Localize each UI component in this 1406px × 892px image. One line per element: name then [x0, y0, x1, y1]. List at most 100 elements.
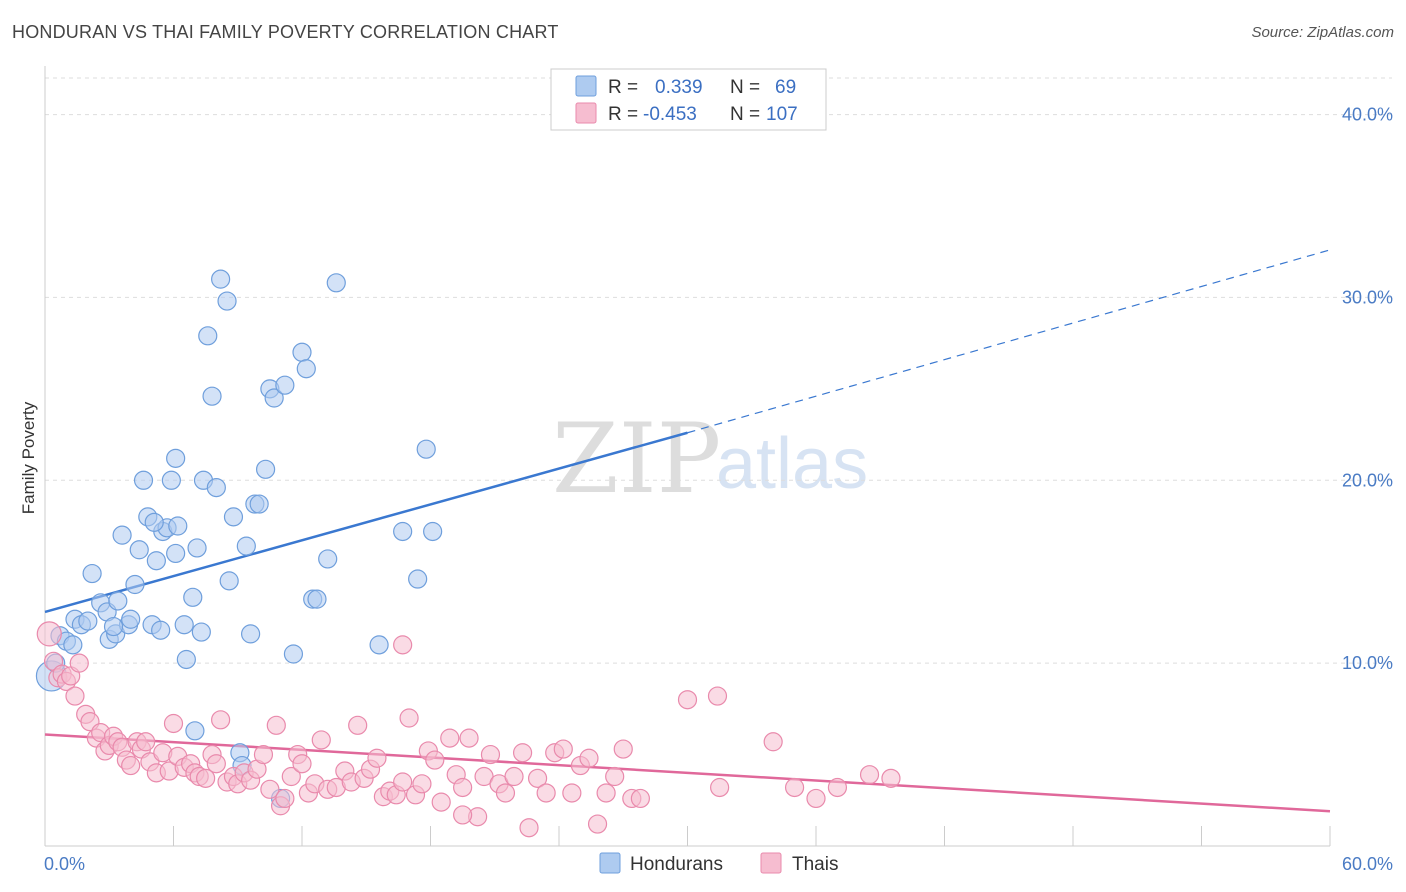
- point-hondurans-18: [129, 540, 149, 560]
- point-hondurans-61: [408, 569, 428, 589]
- point-thais-99: [784, 777, 805, 798]
- x-tick-label-1: 60.0%: [1342, 854, 1393, 874]
- point-thais-46: [275, 788, 295, 809]
- point-hondurans-30: [176, 649, 196, 670]
- legend-n-label-hondurans: N =: [730, 77, 760, 98]
- point-hondurans-38: [211, 269, 231, 289]
- point-hondurans-23: [151, 620, 171, 640]
- point-thais-93: [613, 739, 633, 759]
- point-thais-6: [65, 686, 85, 706]
- legend-n-value-hondurans: 69: [775, 77, 796, 98]
- point-hondurans-22: [146, 551, 166, 571]
- point-thais-7: [69, 653, 89, 673]
- point-hondurans-48: [255, 459, 276, 479]
- bottom-legend-swatch-hondurans: [599, 852, 621, 874]
- point-hondurans-32: [187, 538, 207, 558]
- point-thais-42: [253, 744, 274, 765]
- point-hondurans-51: [275, 375, 295, 395]
- point-thais-97: [707, 686, 728, 706]
- point-thais-32: [196, 768, 216, 788]
- point-thais-57: [348, 715, 368, 735]
- point-thais-86: [553, 739, 573, 759]
- point-thais-104: [393, 635, 413, 655]
- point-thais-96: [677, 690, 698, 710]
- point-hondurans-33: [191, 622, 211, 642]
- point-hondurans-8: [82, 563, 102, 584]
- point-thais-67: [412, 774, 432, 794]
- point-hondurans-62: [423, 521, 443, 542]
- point-hondurans-4: [63, 635, 83, 655]
- point-thais-91: [596, 783, 616, 803]
- point-thais-77: [480, 744, 501, 765]
- point-hondurans-64: [185, 721, 205, 741]
- point-thais-103: [881, 768, 901, 788]
- trend-lines: [44, 249, 1331, 813]
- point-thais-26: [163, 713, 184, 734]
- y-tick-label-2: 30.0%: [1342, 287, 1393, 307]
- legend-r-label-thais: R =: [608, 104, 638, 125]
- x-tick-label-0: 0.0%: [44, 854, 85, 874]
- point-hondurans-53: [292, 342, 312, 362]
- point-hondurans-16: [121, 609, 141, 629]
- point-thais-73: [453, 777, 473, 798]
- point-hondurans-44: [236, 536, 256, 556]
- point-thais-43: [260, 779, 280, 799]
- point-thais-60: [367, 748, 387, 768]
- grid-lines: [45, 77, 1392, 664]
- point-hondurans-13: [108, 591, 128, 611]
- y-tick-label-0: 10.0%: [1342, 653, 1393, 673]
- point-hondurans-63: [416, 439, 436, 459]
- point-thais-21: [136, 732, 156, 752]
- trend-line-hondurans: [44, 431, 688, 614]
- point-thais-0: [36, 621, 62, 647]
- legend-n-value-thais: 107: [766, 104, 798, 125]
- y-tick-label-3: 40.0%: [1342, 105, 1393, 125]
- watermark-atlas: atlas: [716, 424, 868, 504]
- point-thais-87: [562, 783, 582, 803]
- chart-title: HONDURAN VS THAI FAMILY POVERTY CORRELAT…: [12, 22, 559, 42]
- point-hondurans-27: [166, 448, 186, 468]
- bottom-legend-label-hondurans: Hondurans: [630, 854, 723, 875]
- point-hondurans-36: [202, 386, 222, 406]
- point-thais-71: [440, 728, 460, 748]
- point-thais-92: [605, 766, 625, 787]
- legend-r-value-hondurans: 0.339: [655, 77, 703, 98]
- point-hondurans-41: [223, 507, 244, 527]
- legend-r-value-thais: -0.453: [643, 104, 697, 125]
- point-thais-102: [859, 765, 880, 785]
- bottom-legend-label-thais: Thais: [792, 854, 838, 875]
- y-tick-label-1: 20.0%: [1342, 470, 1393, 490]
- point-thais-80: [504, 766, 524, 787]
- point-hondurans-47: [249, 494, 269, 514]
- point-hondurans-14: [112, 525, 132, 545]
- point-thais-89: [579, 748, 599, 768]
- point-hondurans-7: [78, 611, 98, 631]
- trend-line-hondurans-extension: [687, 249, 1331, 434]
- point-hondurans-68: [103, 616, 124, 637]
- point-hondurans-17: [125, 574, 145, 595]
- top-legend: R = 0.339 N = 69 R = -0.453 N = 107: [550, 68, 827, 131]
- point-hondurans-37: [206, 478, 226, 498]
- point-hondurans-58: [326, 273, 346, 293]
- point-hondurans-45: [241, 624, 261, 644]
- point-hondurans-31: [183, 587, 203, 607]
- point-hondurans-35: [198, 326, 218, 346]
- legend-n-label-thais: N =: [730, 104, 760, 125]
- point-hondurans-57: [318, 549, 338, 569]
- legend-swatch-hondurans: [575, 75, 597, 97]
- point-hondurans-29: [174, 615, 194, 635]
- point-thais-34: [206, 754, 226, 774]
- point-hondurans-59: [369, 635, 389, 655]
- bottom-legend: Hondurans Thais: [599, 852, 838, 875]
- legend-box: [550, 68, 827, 131]
- point-thais-101: [827, 777, 848, 798]
- point-hondurans-39: [217, 291, 237, 311]
- bottom-legend-swatch-thais: [760, 852, 782, 874]
- point-thais-98: [763, 732, 783, 752]
- y-axis-label: Family Poverty: [19, 401, 38, 514]
- source-credit: Source: ZipAtlas.com: [1251, 24, 1394, 41]
- point-thais-52: [311, 730, 331, 750]
- point-thais-69: [425, 750, 445, 770]
- point-thais-64: [393, 772, 413, 792]
